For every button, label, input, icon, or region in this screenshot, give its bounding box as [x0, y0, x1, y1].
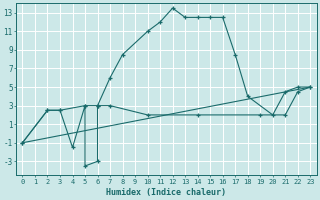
X-axis label: Humidex (Indice chaleur): Humidex (Indice chaleur): [106, 188, 226, 197]
